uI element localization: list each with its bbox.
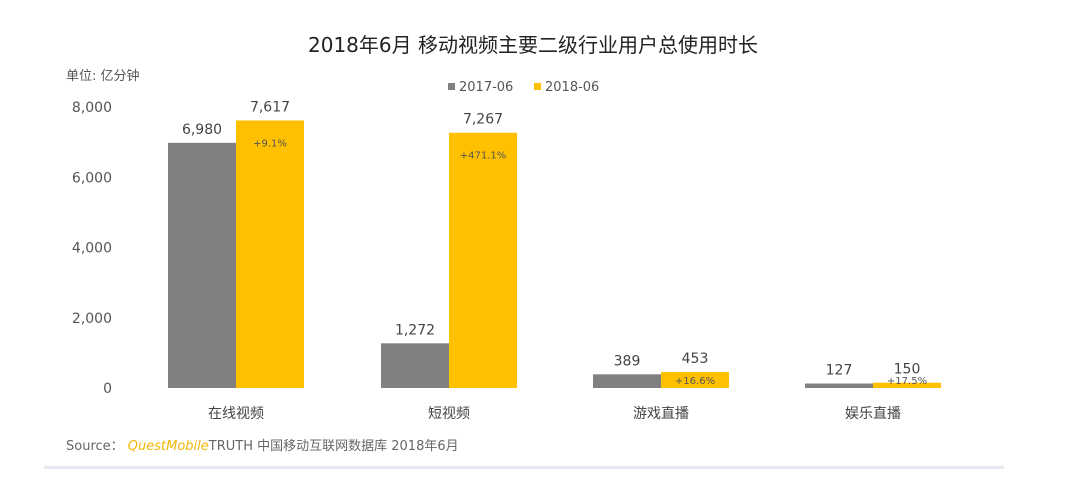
legend-swatch-2017	[448, 83, 455, 90]
source-note: Source： QuestMobileTRUTH 中国移动互联网数据库 2018…	[66, 435, 459, 454]
bar-2018-06-4	[873, 382, 941, 388]
category-label: 游戏直播	[633, 405, 689, 422]
value-label: 127	[826, 363, 853, 379]
divider	[44, 466, 1004, 469]
bar-2017-06-1	[168, 142, 236, 388]
legend-swatch-2018	[534, 83, 541, 90]
bars	[168, 120, 941, 388]
growth-label: +16.6%	[675, 376, 715, 387]
bar-2018-06-3	[661, 372, 729, 388]
growth-label: +9.1%	[253, 138, 287, 149]
source-brand: QuestMobile	[127, 439, 209, 454]
chart-title: 2018年6月 移动视频主要二级行业用户总使用时长	[308, 33, 758, 57]
y-tick-label: 8,000	[72, 100, 112, 116]
y-tick-label: 2,000	[72, 311, 112, 327]
legend-label-2017: 2017-06	[459, 80, 513, 95]
bar-2017-06-3	[593, 374, 661, 388]
value-label: 453	[682, 351, 709, 367]
source-suffix: TRUTH 中国移动互联网数据库 2018年6月	[208, 439, 459, 454]
x-axis-labels: 在线视频 短视频 游戏直播 娱乐直播	[208, 405, 901, 422]
bar-2017-06-4	[805, 383, 873, 388]
value-label: 150	[894, 362, 921, 378]
y-tick-label: 4,000	[72, 241, 112, 257]
growth-label: +17.5%	[887, 376, 927, 387]
data-labels: 6,980 7,617 +9.1% 1,272 7,267 +471.1% 389 453 +1…	[182, 99, 927, 387]
legend: 2017-06 2018-06	[448, 80, 599, 95]
value-label: 389	[614, 353, 641, 369]
y-axis: 0 2,000 4,000 6,000 8,000	[72, 100, 112, 397]
growth-label: +471.1%	[460, 151, 507, 162]
y-tick-label: 6,000	[72, 170, 112, 186]
value-label: 1,272	[395, 322, 435, 338]
value-label: 7,267	[463, 112, 503, 128]
source-prefix: Source：	[66, 439, 124, 454]
category-label: 在线视频	[208, 406, 264, 422]
category-label: 娱乐直播	[845, 405, 901, 422]
y-tick-label: 0	[103, 381, 112, 397]
bar-2018-06-2	[449, 132, 517, 388]
legend-label-2018: 2018-06	[545, 80, 599, 95]
value-label: 6,980	[182, 122, 222, 138]
category-label: 短视频	[428, 406, 470, 422]
value-label: 7,617	[250, 99, 290, 115]
bar-2018-06-1	[236, 120, 304, 388]
bar-2017-06-2	[381, 343, 449, 388]
unit-label: 单位: 亿分钟	[66, 68, 140, 84]
